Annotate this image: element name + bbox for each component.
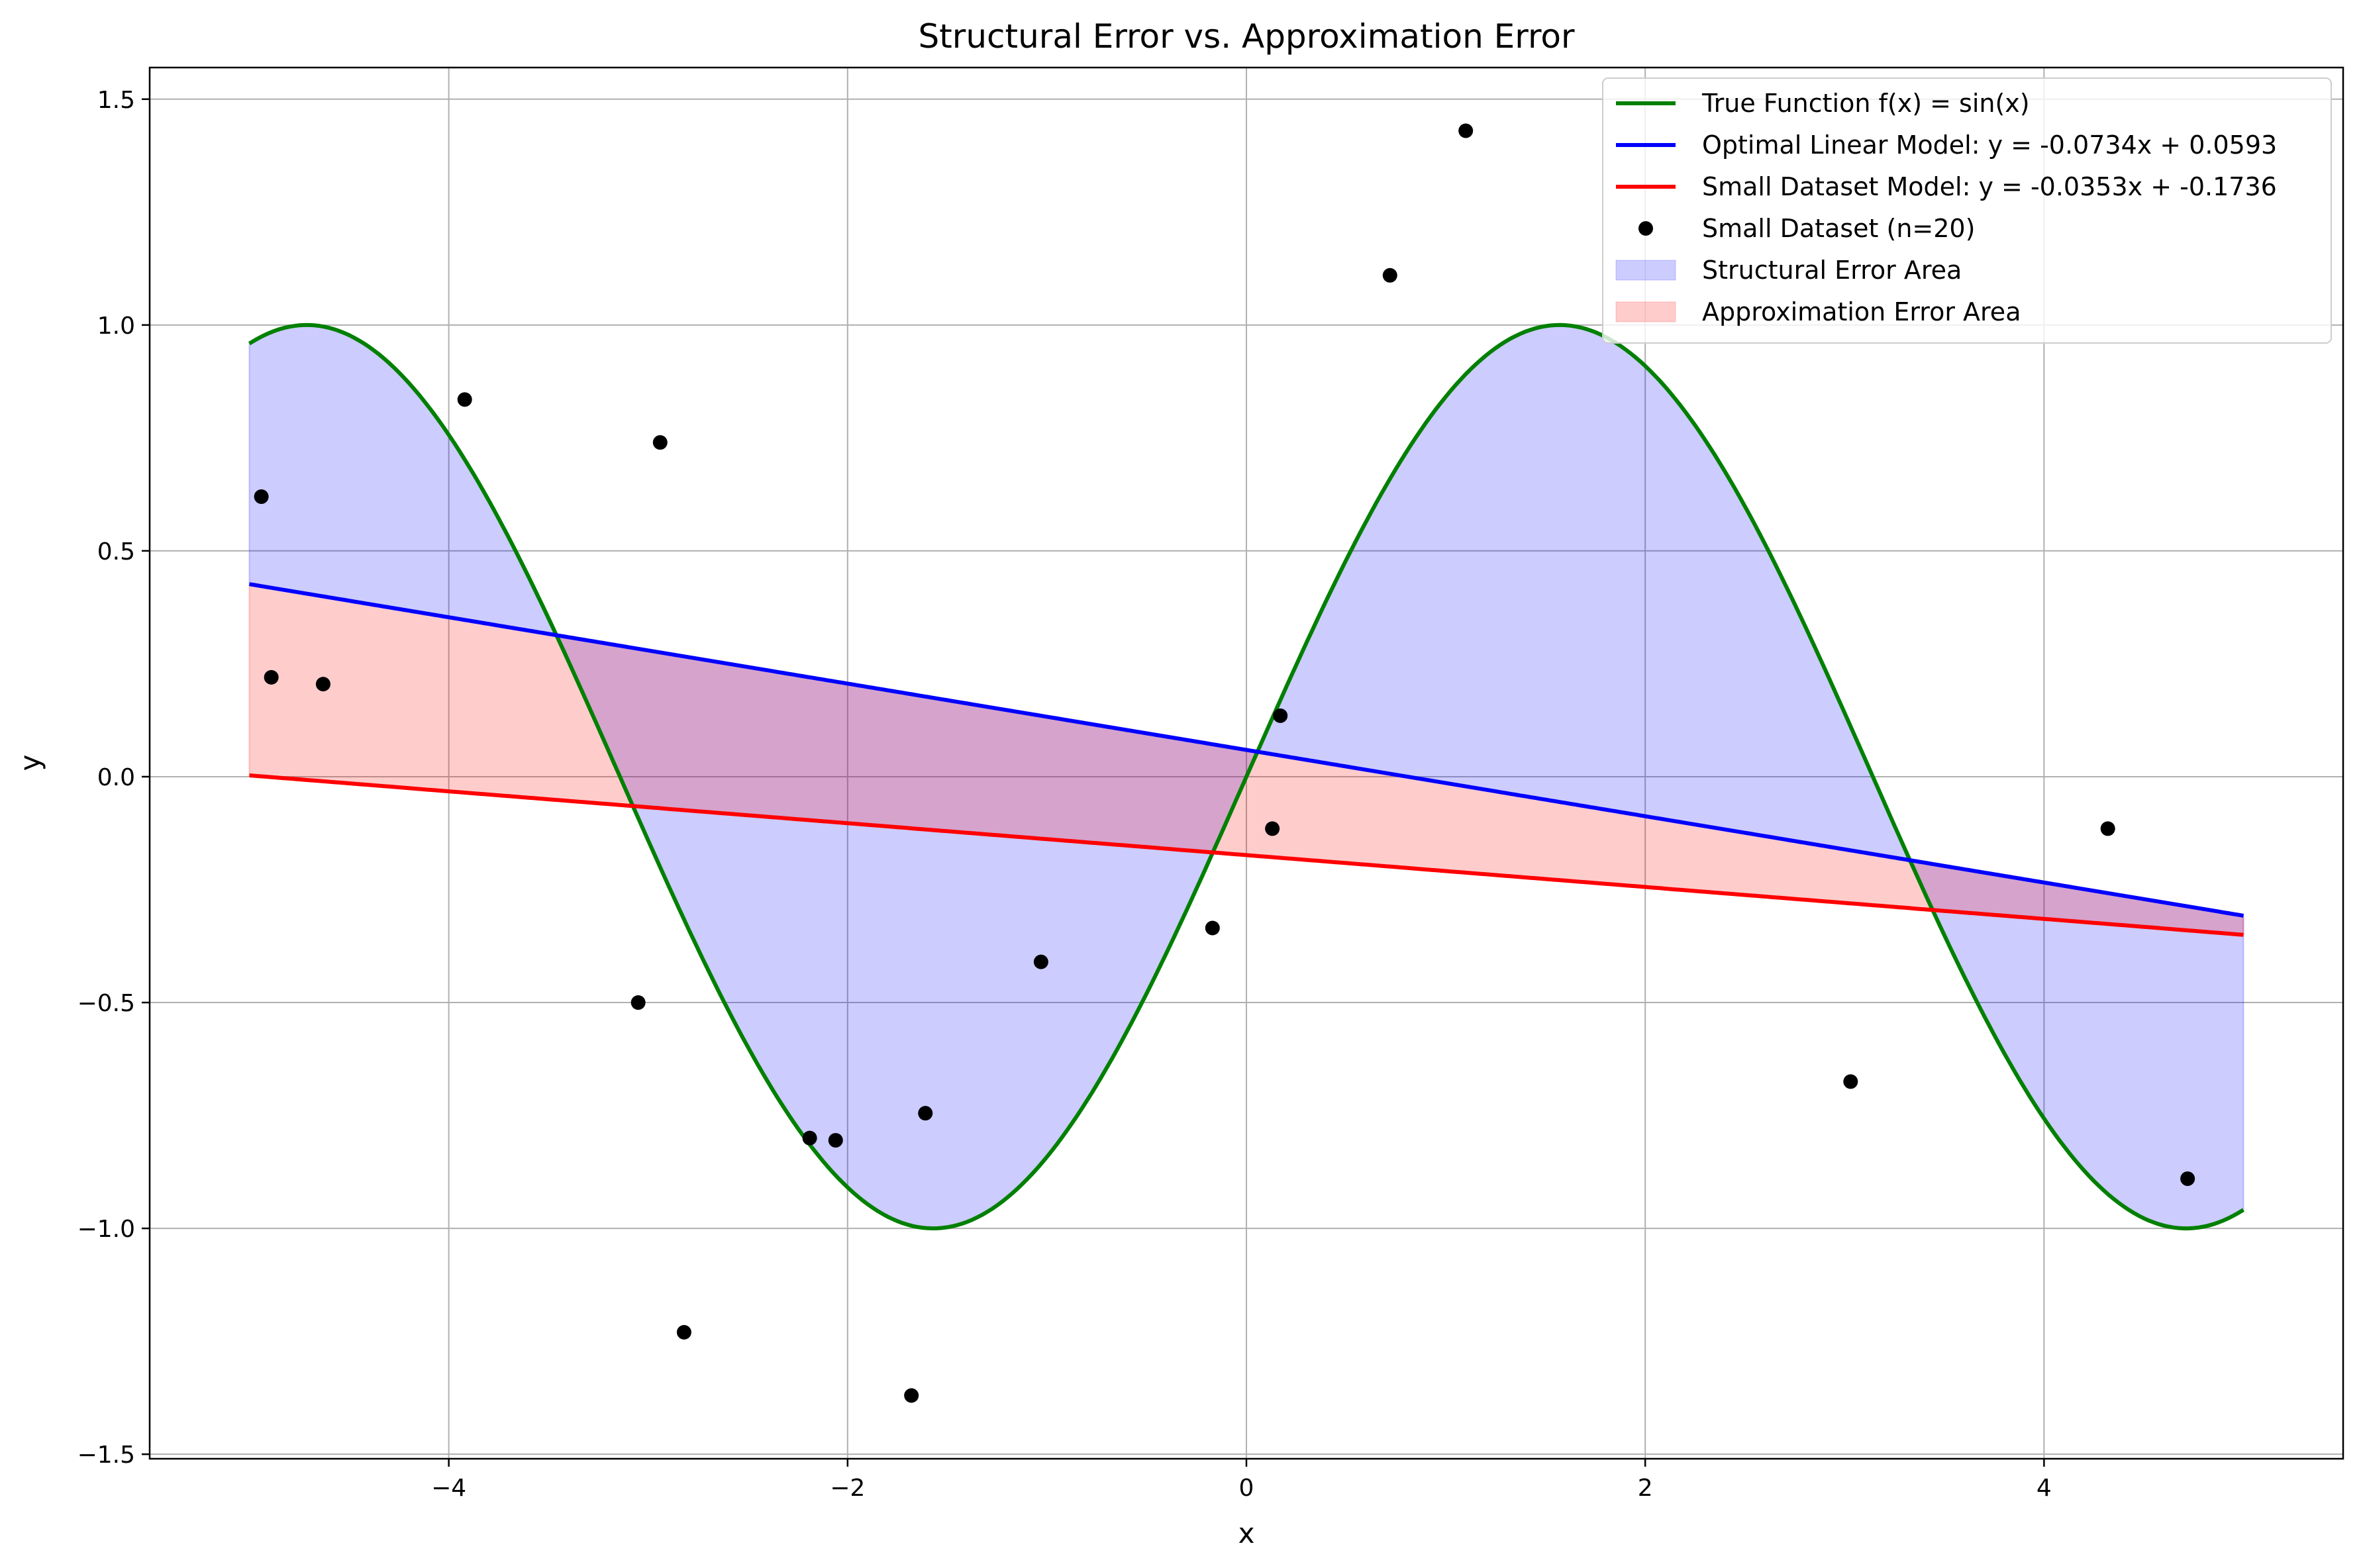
data-point [1033,954,1048,969]
data-point [1273,708,1288,723]
legend-label: Optimal Linear Model: y = -0.0734x + 0.0… [1702,130,2277,160]
data-point [1382,268,1397,283]
data-point [802,1130,817,1146]
small-dataset-model-y-0-0353x-0-1736-line [249,773,2244,937]
x-tick-label: 4 [2036,1475,2052,1502]
y-tick-label: −0.5 [77,990,135,1017]
legend: True Function f(x) = sin(x) Optimal Linea… [1602,77,2332,344]
axis-ticks: −4 −2 0 2 4 −1.5 −1.0 −0.5 0.0 0.5 1.0 1.5 [77,87,2052,1502]
legend-label: Approximation Error Area [1702,297,2021,326]
data-point [1843,1074,1858,1089]
x-tick-label: −2 [830,1475,865,1502]
series-lines [248,322,2245,1231]
data-point [457,392,472,407]
y-tick-label: 0.0 [97,764,135,791]
x-axis-label: x [1238,1517,1255,1549]
legend-label: True Function f(x) = sin(x) [1701,89,2030,118]
data-point [652,435,668,450]
data-point [264,669,279,685]
data-point [315,677,330,692]
data-point [828,1133,843,1148]
x-tick-label: 0 [1239,1475,1254,1502]
legend-handle-patch [1615,260,1676,281]
scatter-points [254,123,2195,1403]
legend-label: Structural Error Area [1702,256,1962,285]
chart-title: Structural Error vs. Approximation Error [918,17,1575,56]
legend-label: Small Dataset (n=20) [1702,214,1975,243]
legend-label: Small Dataset Model: y = -0.0353x + -0.1… [1702,172,2277,201]
y-tick-label: 1.5 [97,87,135,114]
data-point [2180,1171,2195,1187]
x-tick-label: 2 [1638,1475,1653,1502]
y-tick-label: 1.0 [97,313,135,340]
data-point [1265,821,1280,836]
legend-box [1602,77,2332,344]
data-point [254,489,269,505]
x-tick-label: −4 [431,1475,466,1502]
data-point [676,1325,691,1340]
y-tick-label: −1.5 [77,1442,135,1469]
legend-handle-marker [1638,221,1653,236]
true-function-f-x-sin-x-line [248,322,2245,1231]
data-point [1205,920,1220,936]
data-point [904,1388,919,1403]
data-point [1458,123,1474,138]
y-tick-label: 0.5 [97,538,135,565]
data-point [2100,821,2115,836]
legend-handle-patch [1615,301,1676,322]
y-tick-label: −1.0 [77,1216,135,1243]
y-axis-label: y [14,755,46,771]
data-point [918,1106,933,1121]
optimal-linear-model-y-0-0734x-0-0593-line [249,582,2244,918]
data-point [630,995,646,1010]
